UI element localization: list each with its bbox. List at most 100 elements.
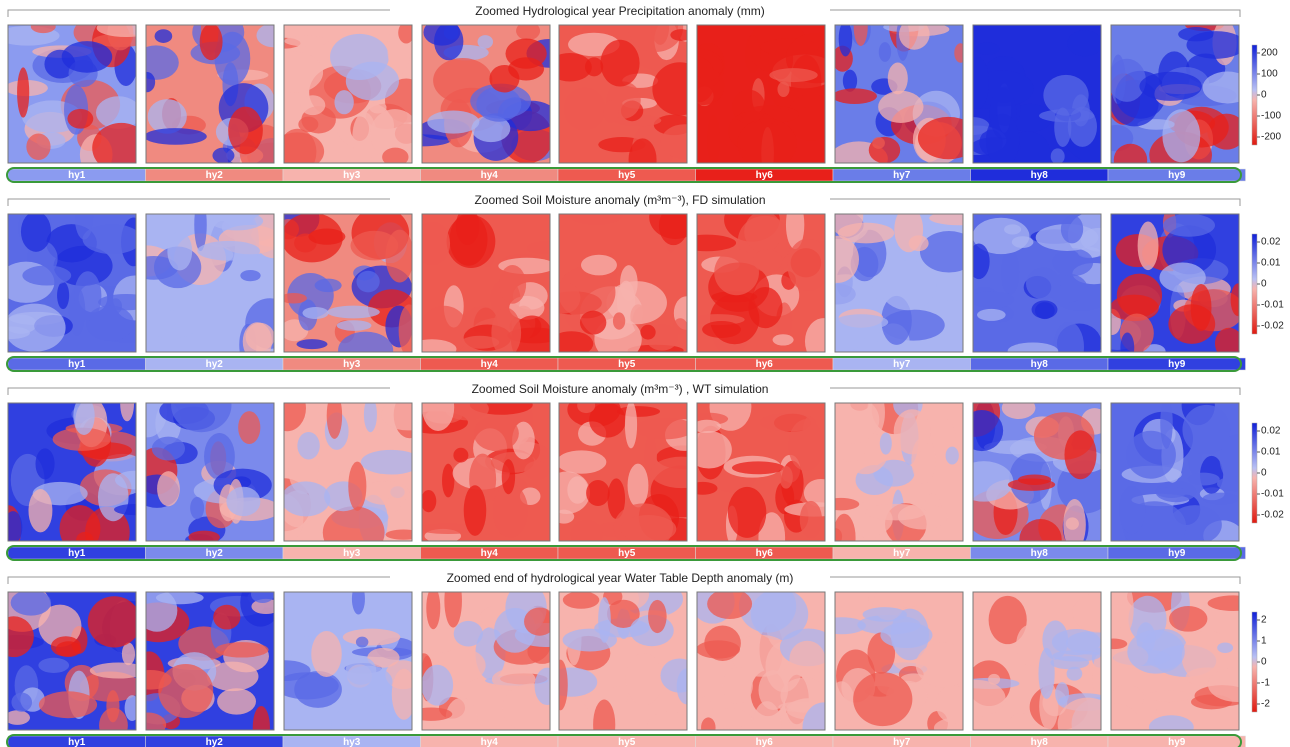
map-blob: [422, 664, 454, 706]
map-panel: [283, 402, 413, 542]
map-field: [697, 25, 825, 163]
map-blob: [1219, 434, 1239, 483]
map-panel: [283, 24, 413, 164]
map-blob: [977, 308, 1006, 321]
map-blob: [835, 88, 877, 104]
map-blob: [422, 403, 455, 431]
panel-label: hy3: [343, 170, 361, 181]
colorbar-tick-label: -0.01: [1261, 300, 1284, 311]
map-panel: [1110, 402, 1240, 542]
map-blob: [954, 43, 963, 63]
map-frame: [283, 402, 413, 542]
panel-label: hy8: [1031, 170, 1049, 181]
map-frame: [1110, 24, 1240, 164]
map-blob: [737, 118, 797, 163]
map-blob: [577, 403, 596, 414]
map-blob: [1111, 703, 1140, 730]
map-blob: [516, 25, 541, 41]
map-blob: [1214, 327, 1239, 352]
panel-label: hy4: [481, 170, 499, 181]
map-field: [559, 25, 687, 163]
map-blob: [361, 481, 410, 505]
map-blob: [8, 511, 23, 541]
map-blob: [697, 234, 737, 252]
map-blob: [59, 505, 101, 541]
map-field: [8, 403, 136, 541]
map-blob: [294, 671, 342, 708]
title-bracket: [7, 198, 390, 206]
map-blob: [727, 486, 767, 538]
map-blob: [210, 214, 264, 231]
map-frame: [834, 591, 964, 731]
colorbar-tick-label: -0.01: [1261, 489, 1284, 500]
map-blob: [505, 38, 547, 69]
map-blob: [1038, 647, 1055, 699]
map-field: [146, 214, 274, 352]
map-panel: [145, 591, 275, 731]
map-frame: [558, 213, 688, 353]
map-blob: [1182, 404, 1231, 455]
map-blob: [1118, 485, 1146, 535]
map-blob: [1207, 595, 1239, 611]
map-blob: [973, 243, 990, 280]
map-blob: [460, 335, 500, 349]
map-panel: [834, 213, 964, 353]
map-blob: [785, 214, 805, 250]
map-blob: [559, 52, 592, 82]
map-blob: [1067, 106, 1097, 147]
map-blob: [476, 86, 522, 122]
map-blob: [697, 481, 718, 495]
map-blob: [99, 707, 128, 730]
map-blob: [121, 642, 136, 666]
map-frame: [972, 591, 1102, 731]
map-field: [284, 25, 412, 163]
map-blob: [752, 701, 782, 730]
map-blob: [256, 25, 274, 48]
map-blob: [838, 25, 853, 57]
title-bracket: [830, 387, 1241, 395]
map-blob: [57, 281, 70, 310]
map-blob: [752, 249, 783, 273]
map-frame: [834, 213, 964, 353]
map-blob: [559, 282, 581, 314]
map-blob: [445, 403, 489, 421]
map-blob: [284, 35, 329, 47]
map-blob: [835, 617, 866, 635]
map-frame: [145, 402, 275, 542]
map-blob: [73, 403, 95, 435]
map-blob: [579, 310, 607, 335]
map-blob: [308, 228, 346, 245]
map-blob: [899, 25, 930, 50]
map-blob: [146, 45, 179, 80]
panel-label: hy9: [1168, 359, 1186, 370]
map-field: [835, 592, 963, 730]
panel-label: hy6: [756, 548, 774, 559]
map-blob: [1050, 148, 1065, 163]
map-field: [422, 214, 550, 352]
map-blob: [489, 64, 520, 93]
map-blob: [146, 310, 199, 339]
panel-label: hy1: [68, 170, 86, 181]
map-blob: [422, 707, 453, 721]
map-blob: [973, 217, 1030, 255]
map-blob: [570, 519, 603, 541]
map-blob: [702, 321, 741, 338]
map-blob: [973, 56, 989, 109]
map-field: [973, 25, 1101, 163]
map-blob: [422, 339, 457, 352]
map-blob: [1025, 267, 1061, 300]
map-blob: [38, 604, 82, 648]
panel-label: hy7: [893, 548, 911, 559]
map-blob: [559, 450, 607, 474]
colorbar-tick-label: 0.01: [1261, 258, 1281, 269]
panel-label: hy8: [1031, 359, 1049, 370]
map-field: [697, 214, 825, 352]
map-blob: [167, 231, 193, 271]
map-blob: [835, 214, 864, 237]
map-blob: [973, 410, 1004, 452]
colorbar-tick-label: -0.02: [1261, 510, 1284, 521]
map-blob: [887, 62, 908, 95]
map-blob: [384, 497, 401, 512]
map-blob: [603, 100, 619, 124]
map-blob: [635, 417, 687, 440]
